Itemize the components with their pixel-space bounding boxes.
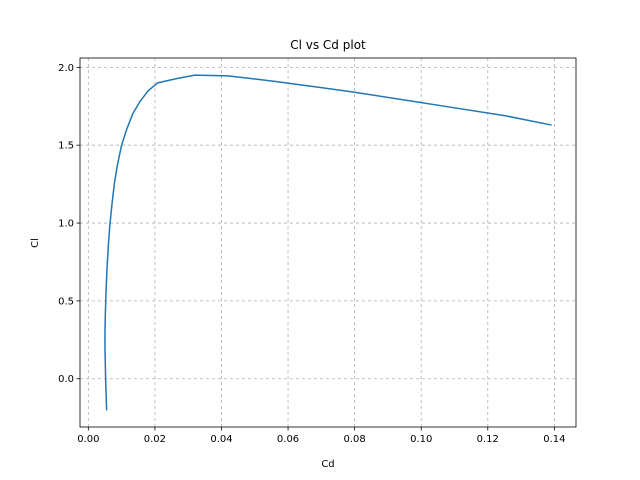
x-tick-label: 0.06 [277,434,299,445]
y-tick-label: 1.5 [58,141,74,152]
x-axis: 0.00 0.02 0.04 0.06 0.08 0.10 0.12 0.14 [77,427,565,445]
series-layer [104,74,552,411]
x-tick-label: 0.00 [77,434,99,445]
series-line [104,74,552,411]
x-tick-label: 0.04 [210,434,232,445]
chart-title: Cl vs Cd plot [290,38,366,52]
y-tick-label: 2.0 [58,63,74,74]
x-tick-label: 0.02 [144,434,166,445]
y-tick-label: 1.0 [58,219,74,230]
x-tick-label: 0.12 [477,434,499,445]
x-tick-label: 0.08 [343,434,365,445]
grid [80,58,576,427]
x-tick-label: 0.10 [410,434,432,445]
y-tick-label: 0.5 [58,296,74,307]
x-tick-label: 0.14 [543,434,565,445]
y-axis-label: Cl [30,238,41,248]
plot-frame [79,57,577,428]
y-tick-label: 0.0 [58,374,74,385]
x-axis-label: Cd [321,459,334,470]
y-axis: 0.0 0.5 1.0 1.5 2.0 [58,63,80,385]
